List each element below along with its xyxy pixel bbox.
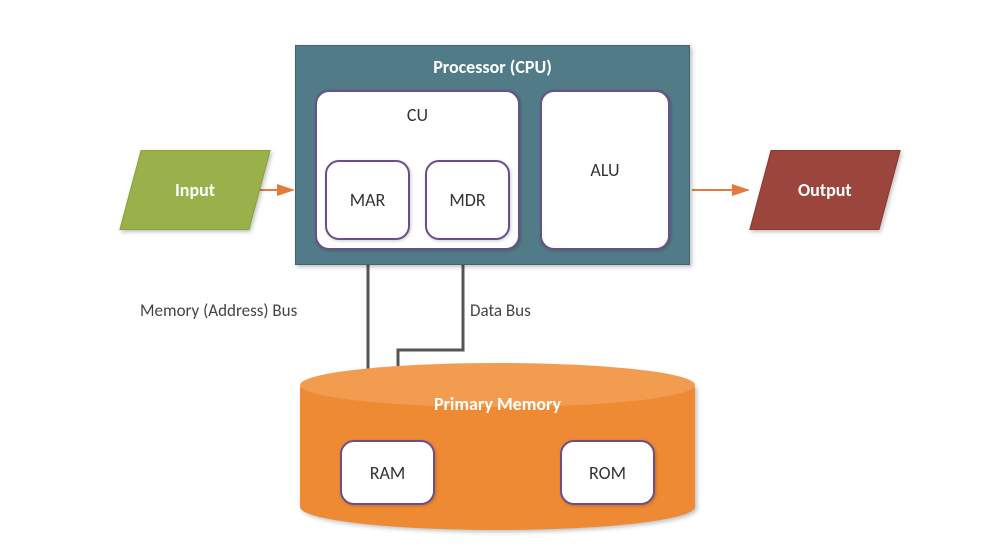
mdr-block: MDR bbox=[425, 160, 510, 240]
alu-label: ALU bbox=[590, 159, 619, 181]
ram-label: RAM bbox=[370, 462, 406, 484]
output-block: Output bbox=[749, 150, 900, 230]
ram-block: RAM bbox=[340, 440, 435, 505]
cpu-title: Processor (CPU) bbox=[296, 56, 689, 78]
address-bus-label: Memory (Address) Bus bbox=[140, 300, 360, 321]
memory-title: Primary Memory bbox=[300, 393, 695, 415]
mar-block: MAR bbox=[325, 160, 410, 240]
diagram-stage: Input Output Processor (CPU) CU MAR MDR … bbox=[0, 0, 983, 555]
rom-block: ROM bbox=[560, 440, 655, 505]
alu-block: ALU bbox=[540, 90, 670, 250]
mar-label: MAR bbox=[350, 189, 386, 211]
data-bus-label: Data Bus bbox=[470, 300, 590, 321]
output-label: Output bbox=[798, 179, 852, 201]
input-block: Input bbox=[119, 150, 270, 230]
rom-label: ROM bbox=[589, 462, 626, 484]
mdr-label: MDR bbox=[449, 189, 485, 211]
cu-label: CU bbox=[315, 100, 520, 130]
input-label: Input bbox=[175, 179, 215, 201]
